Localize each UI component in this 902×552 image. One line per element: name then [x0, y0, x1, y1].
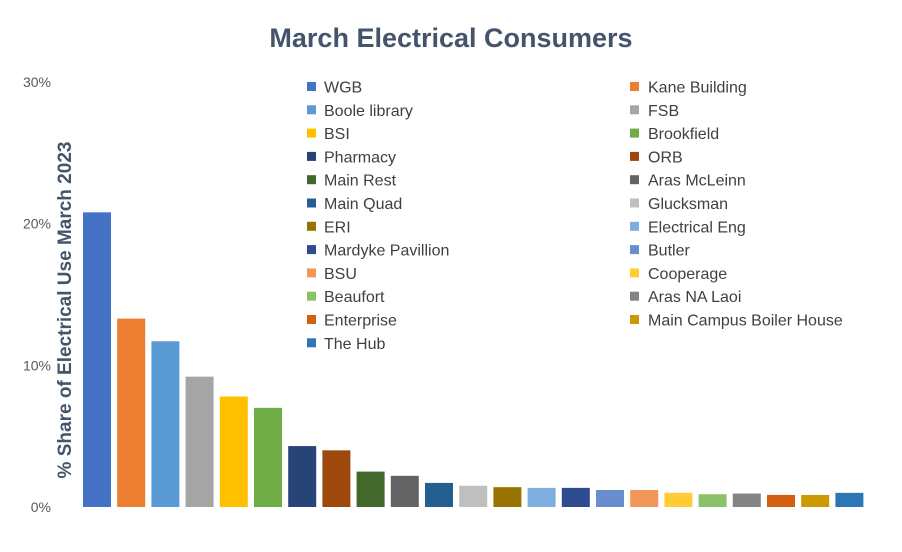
y-axis-label: % Share of Electrical Use March 2023 — [55, 142, 76, 479]
legend-marker — [630, 245, 639, 255]
legend-marker — [630, 198, 639, 208]
bar-pharmacy — [288, 446, 317, 507]
bar-eri — [493, 487, 522, 507]
legend-marker — [307, 128, 316, 138]
legend-label: FSB — [648, 103, 679, 120]
legend-label: The Hub — [324, 336, 385, 353]
legend-marker — [307, 315, 316, 324]
bar-cooperage — [664, 492, 693, 507]
legend-label: ERI — [324, 219, 351, 236]
chart-title: March Electrical Consumers — [269, 23, 632, 53]
legend-label: Kane Building — [648, 80, 747, 97]
bar-bsu — [630, 490, 659, 507]
bar-main-quad — [425, 482, 453, 507]
legend-label: Beaufort — [324, 289, 385, 306]
legend-marker — [630, 151, 639, 161]
bar-mardyke-pavillion — [561, 487, 590, 507]
legend-label: Brookfield — [648, 126, 719, 143]
legend: WGB Boole library BSI Pharmacy Main Rest Main… — [307, 80, 843, 353]
legend-marker — [630, 82, 639, 91]
bar-the-hub — [835, 492, 864, 507]
bar-brookfield — [254, 407, 282, 507]
bar-bsi — [219, 396, 248, 507]
legend-marker — [630, 105, 639, 115]
legend-label: Aras NA Laoi — [648, 289, 741, 306]
legend-marker — [307, 82, 316, 91]
bar-wgb — [83, 212, 111, 508]
legend-marker — [630, 315, 639, 324]
bar-electrical-eng — [527, 487, 556, 507]
y-tick-label: 30% — [23, 74, 51, 90]
legend-marker — [630, 175, 639, 185]
bar-boole-library — [151, 341, 180, 507]
legend-label: Glucksman — [648, 196, 728, 213]
legend-label: WGB — [324, 80, 362, 97]
y-tick-label: 10% — [23, 357, 51, 373]
bar-main-campus-boiler-house — [801, 494, 830, 507]
legend-label: Butler — [648, 243, 690, 260]
bar-main-rest — [356, 471, 385, 507]
bar-orb — [322, 450, 351, 507]
legend-label: Cooperage — [648, 266, 727, 283]
y-tick-label: 20% — [23, 216, 51, 232]
legend-marker — [630, 268, 639, 278]
bars-group — [83, 212, 864, 508]
legend-label: Electrical Eng — [648, 219, 746, 236]
legend-marker — [630, 221, 639, 231]
legend-label: Enterprise — [324, 313, 397, 330]
legend-marker — [307, 175, 316, 185]
legend-label: BSU — [324, 266, 357, 283]
y-tick-label: 0% — [31, 499, 51, 515]
bar-enterprise — [767, 494, 795, 507]
y-axis-ticks: 0% 10% 20% 30% — [23, 74, 51, 515]
bar-aras-mcleinn — [390, 475, 419, 507]
bar-butler — [596, 490, 624, 507]
legend-label: Main Campus Boiler House — [648, 313, 843, 330]
legend-marker — [307, 291, 316, 301]
legend-marker — [307, 245, 316, 255]
legend-label: Mardyke Pavillion — [324, 243, 449, 260]
bar-aras-na-laoi — [732, 493, 761, 507]
bar-kane-building — [117, 318, 146, 507]
legend-label: Main Quad — [324, 196, 402, 213]
legend-label: BSI — [324, 126, 350, 143]
legend-marker — [307, 105, 316, 115]
legend-label: Boole library — [324, 103, 413, 120]
legend-marker — [307, 221, 316, 231]
bar-glucksman — [459, 485, 488, 507]
legend-marker — [630, 291, 639, 301]
legend-marker — [307, 338, 316, 348]
legend-label: Pharmacy — [324, 149, 396, 166]
legend-label: Main Rest — [324, 173, 397, 190]
legend-marker — [307, 198, 316, 208]
legend-marker — [630, 128, 639, 138]
legend-marker — [307, 151, 316, 161]
legend-label: ORB — [648, 149, 683, 166]
legend-label: Aras McLeinn — [648, 173, 746, 190]
bar-fsb — [185, 376, 214, 507]
bar-beaufort — [698, 494, 727, 507]
legend-marker — [307, 268, 316, 278]
